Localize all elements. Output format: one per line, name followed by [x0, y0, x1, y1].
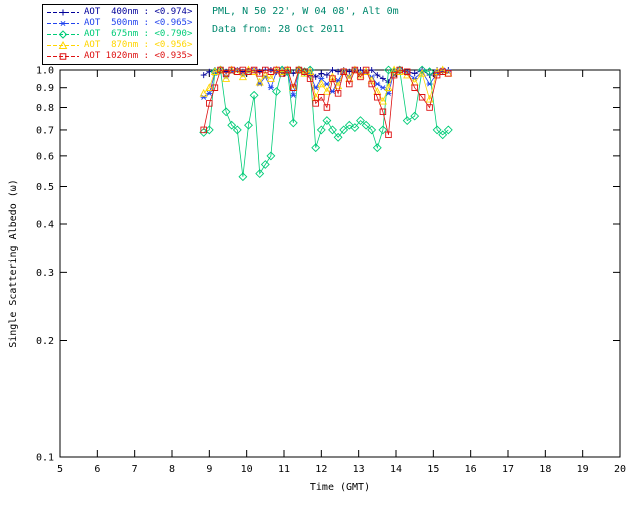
x-tick-label: 13 [353, 464, 365, 475]
x-tick-label: 9 [206, 464, 212, 475]
site-info-line: PML, N 50 22', W 04 08', Alt 0m [212, 6, 399, 17]
plot-frame [59, 69, 621, 458]
y-axis-title: Single Scattering Albedo (ω) [8, 179, 19, 348]
legend-label: AOT 1020nm : <0.935> [84, 51, 193, 61]
x-tick-label: 8 [169, 464, 175, 475]
legend-label: AOT 500nm : <0.965> [84, 18, 193, 28]
x-tick-label: 11 [278, 464, 290, 475]
legend-label: AOT 400nm : <0.974> [84, 7, 193, 17]
x-tick-label: 16 [465, 464, 477, 475]
y-tick-label: 0.7 [36, 125, 54, 136]
x-tick-label: 18 [539, 464, 551, 475]
legend-entry: AOT 500nm : <0.965> [46, 18, 192, 29]
date-info-line: Data from: 28 Oct 2011 [212, 24, 345, 35]
x-axis-title: Time (GMT) [310, 482, 370, 493]
x-tick-label: 15 [427, 464, 439, 475]
y-tick-label: 0.1 [36, 453, 54, 464]
x-tick-label: 20 [614, 464, 626, 475]
legend-label: AOT 870nm : <0.956> [84, 40, 193, 50]
y-tick-label: 1.0 [36, 66, 54, 77]
y-tick-label: 0.2 [36, 336, 54, 347]
legend-line-sample-icon [47, 40, 79, 49]
y-tick-label: 0.4 [36, 220, 54, 231]
x-tick-label: 5 [57, 464, 63, 475]
series-aot-1020nm [200, 66, 452, 139]
legend-line-sample-icon [47, 53, 79, 60]
x-tick-label: 17 [502, 464, 514, 475]
x-tick-label: 6 [94, 464, 100, 475]
legend: AOT 400nm : <0.974> AOT 500nm : <0.965> … [42, 4, 199, 65]
y-tick-label: 0.9 [36, 83, 54, 94]
x-tick-label: 10 [241, 464, 253, 475]
y-tick-label: 0.5 [36, 182, 54, 193]
y-tick-label: 0.3 [36, 268, 54, 279]
legend-entry: AOT 400nm : <0.974> [46, 7, 192, 18]
y-tick-label: 0.8 [36, 103, 54, 114]
x-tick-label: 19 [577, 464, 589, 475]
x-tick-label: 12 [315, 464, 327, 475]
y-tick-label: 0.6 [36, 151, 54, 162]
legend-entry: AOT 675nm : <0.790> [46, 29, 192, 40]
legend-line-sample-icon [47, 20, 79, 27]
legend-entry: AOT 1020nm : <0.935> [46, 51, 192, 62]
legend-line-sample-icon [47, 9, 79, 16]
x-tick-label: 14 [390, 464, 402, 475]
legend-entry: AOT 870nm : <0.956> [46, 40, 192, 51]
legend-label: AOT 675nm : <0.790> [84, 29, 193, 39]
legend-line-sample-icon [47, 30, 79, 39]
x-tick-label: 7 [132, 464, 138, 475]
axes: 5 6 7 8 9 10 11 12 13 14 15 16 17 18 19 20 0.1 0.2 0.3 0.4 0… [36, 66, 626, 476]
